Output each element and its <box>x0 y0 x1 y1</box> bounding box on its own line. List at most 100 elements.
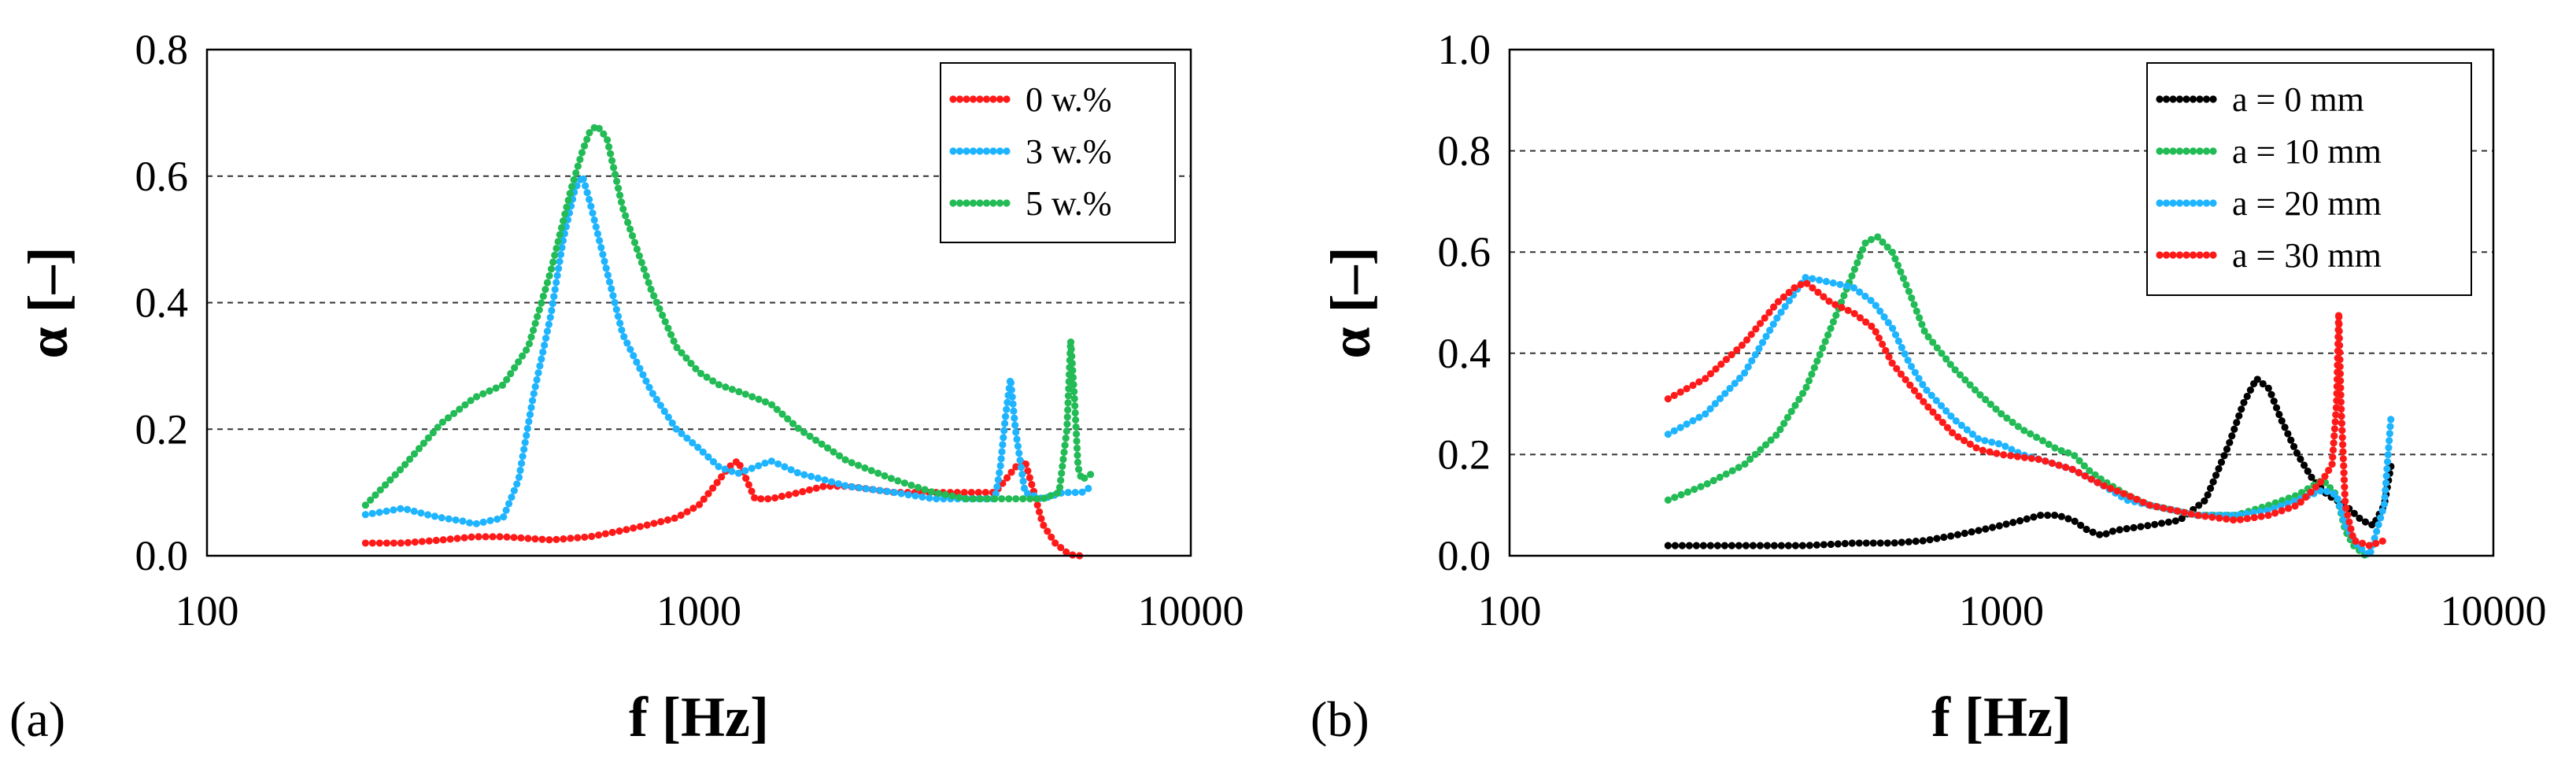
data-point <box>1919 537 1927 545</box>
data-point <box>461 401 469 409</box>
data-point <box>515 473 523 481</box>
data-point <box>2337 391 2345 399</box>
data-point <box>1784 542 1792 549</box>
data-point <box>2089 528 2097 536</box>
data-point <box>570 176 578 183</box>
data-point <box>767 457 775 465</box>
data-point <box>1943 423 1952 431</box>
data-point <box>1934 413 1942 421</box>
data-point <box>2215 464 2223 473</box>
data-point <box>861 464 869 472</box>
data-point <box>894 477 902 485</box>
data-point <box>1981 437 1989 445</box>
data-point <box>2281 423 2289 431</box>
legend-swatch <box>1003 95 1011 103</box>
data-point <box>1844 306 1852 314</box>
data-point <box>1017 463 1026 472</box>
data-point <box>390 539 397 547</box>
legend-swatch <box>2189 251 2197 259</box>
data-point <box>1706 542 1714 549</box>
data-point <box>553 272 561 279</box>
data-point <box>2001 442 2009 450</box>
data-point <box>2271 509 2279 517</box>
data-point <box>1968 528 1975 536</box>
data-point <box>549 299 556 308</box>
data-point <box>531 534 539 543</box>
data-point <box>405 455 414 463</box>
data-point <box>1785 297 1793 305</box>
data-point <box>2087 475 2095 483</box>
data-point <box>721 465 729 473</box>
data-point <box>1966 381 1974 389</box>
data-point <box>1995 522 2003 530</box>
data-point <box>2383 465 2391 473</box>
data-point <box>623 526 630 534</box>
data-point <box>1926 536 1934 544</box>
data-point <box>745 481 752 489</box>
plot-frame <box>205 48 1192 557</box>
data-point <box>2257 512 2265 520</box>
data-point <box>1751 450 1759 458</box>
data-point <box>1776 425 1784 434</box>
data-point <box>1664 542 1672 549</box>
data-point <box>1683 488 1691 496</box>
data-point <box>397 539 405 547</box>
data-point <box>551 251 559 259</box>
data-point <box>479 518 487 526</box>
data-point <box>467 397 475 405</box>
data-point <box>660 407 668 416</box>
data-point <box>1001 420 1009 427</box>
data-point <box>2220 452 2228 460</box>
legend-label: a = 10 mm <box>2232 132 2382 171</box>
data-point <box>2016 516 2024 525</box>
data-point <box>2116 526 2123 534</box>
data-point <box>2038 437 2047 445</box>
data-point <box>1940 533 1948 542</box>
data-point <box>748 487 756 495</box>
data-point <box>1733 346 1741 354</box>
data-point <box>2206 484 2215 493</box>
data-point <box>592 223 600 231</box>
data-point <box>656 401 664 409</box>
data-point <box>2337 384 2345 392</box>
data-point <box>368 539 376 547</box>
data-point <box>1781 302 1789 311</box>
data-point <box>2338 434 2346 442</box>
data-point <box>934 490 942 497</box>
data-point <box>521 438 529 446</box>
data-point <box>1716 394 1724 403</box>
data-point <box>1855 539 1863 547</box>
data-point <box>1908 294 1916 302</box>
data-point <box>1942 355 1950 363</box>
data-point <box>921 486 929 494</box>
legend-swatch <box>2175 199 2184 207</box>
x-axis-title: f [Hz] <box>1931 686 2072 749</box>
data-point <box>517 534 525 542</box>
data-point <box>2278 497 2286 505</box>
data-point <box>530 390 538 398</box>
data-point <box>594 531 603 539</box>
data-point <box>508 493 516 501</box>
data-point <box>2284 430 2292 438</box>
data-point <box>656 305 663 313</box>
data-point <box>2338 405 2345 413</box>
data-point <box>870 486 878 494</box>
data-point <box>529 326 538 335</box>
data-point <box>1911 368 1919 376</box>
data-point <box>828 478 836 486</box>
data-point <box>800 428 808 436</box>
data-point <box>1664 431 1672 438</box>
data-point <box>445 515 453 523</box>
data-point <box>799 487 807 496</box>
data-point <box>1808 370 1816 379</box>
data-point <box>2330 432 2338 440</box>
x-tick-label: 10000 <box>2441 587 2547 634</box>
data-point <box>700 495 708 503</box>
data-point <box>538 355 545 363</box>
data-point <box>560 217 567 225</box>
data-point <box>1003 405 1011 413</box>
data-point <box>375 509 383 516</box>
data-point <box>1731 379 1739 387</box>
data-point <box>794 424 802 432</box>
data-point <box>1822 278 1831 286</box>
